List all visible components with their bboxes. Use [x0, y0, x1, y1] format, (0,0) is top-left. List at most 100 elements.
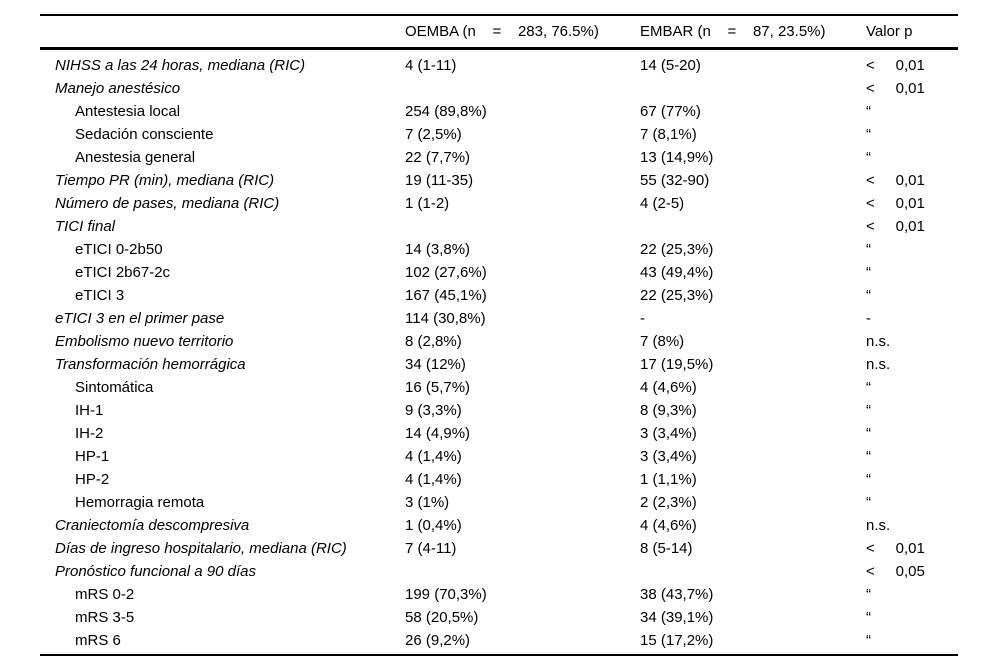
- oemba-value: 4 (1,4%): [405, 448, 462, 465]
- embar-value: 8 (5-14): [640, 540, 693, 557]
- oemba-value: [405, 215, 640, 238]
- table-row: Antestesia local 254 (89,8%) 67 (77%) “: [40, 100, 958, 123]
- table-row: Sintomática 16 (5,7%) 4 (4,6%) “: [40, 376, 958, 399]
- row-label: HP-1: [75, 448, 110, 465]
- row-label: eTICI 0-2b50: [75, 241, 163, 258]
- oemba-value: 167 (45,1%): [405, 287, 487, 304]
- embar-value: [640, 560, 866, 583]
- oemba-value: 1 (1-2): [405, 195, 450, 212]
- column-header-p: Valor p: [866, 23, 913, 40]
- row-label: eTICI 3: [75, 287, 125, 304]
- p-value: n.s.: [866, 333, 891, 350]
- table-row: IH-1 9 (3,3%) 8 (9,3%) “: [40, 399, 958, 422]
- p-value: “: [866, 103, 871, 120]
- table-row: HP-2 4 (1,4%) 1 (1,1%) “: [40, 468, 958, 491]
- column-header-embar: EMBAR (n = 87, 23.5%): [640, 23, 826, 40]
- p-value: “: [866, 425, 871, 442]
- table-row: Número de pases, mediana (RIC) 1 (1-2) 4…: [40, 192, 958, 215]
- table-header-rule: [40, 47, 958, 50]
- oemba-value: 22 (7,7%): [405, 149, 471, 166]
- oemba-value: 9 (3,3%): [405, 402, 462, 419]
- table-row: mRS 3-5 58 (20,5%) 34 (39,1%) “: [40, 606, 958, 629]
- embar-value: 4 (4,6%): [640, 379, 697, 396]
- table-row: Hemorragia remota 3 (1%) 2 (2,3%) “: [40, 491, 958, 514]
- p-value: n.s.: [866, 517, 891, 534]
- embar-value: 8 (9,3%): [640, 402, 697, 419]
- table-row: Embolismo nuevo territorio 8 (2,8%) 7 (8…: [40, 330, 958, 353]
- row-label: mRS 6: [75, 632, 121, 649]
- table-row: Pronóstico funcional a 90 días < 0,05: [40, 560, 958, 583]
- row-label: Días de ingreso hospitalario, mediana (R…: [55, 540, 347, 557]
- table-bottom-rule: [40, 654, 958, 656]
- p-value: “: [866, 264, 871, 281]
- table-header: OEMBA (n = 283, 76.5%) EMBAR (n = 87, 23…: [40, 16, 958, 47]
- table-row: eTICI 3 en el primer pase 114 (30,8%) - …: [40, 307, 958, 330]
- column-header-oemba: OEMBA (n = 283, 76.5%): [405, 23, 599, 40]
- p-value: “: [866, 586, 871, 603]
- row-label: NIHSS a las 24 horas, mediana (RIC): [55, 57, 306, 74]
- oemba-value: 19 (11-35): [405, 172, 474, 189]
- embar-value: 3 (3,4%): [640, 448, 697, 465]
- oemba-value: [405, 560, 640, 583]
- p-value: “: [866, 471, 871, 488]
- embar-value: 22 (25,3%): [640, 287, 714, 304]
- table-row: mRS 0-2 199 (70,3%) 38 (43,7%) “: [40, 583, 958, 606]
- embar-value: 14 (5-20): [640, 57, 701, 74]
- oemba-value: 114 (30,8%): [405, 310, 486, 327]
- embar-value: -: [640, 310, 645, 327]
- embar-value: 1 (1,1%): [640, 471, 697, 488]
- p-value: “: [866, 149, 871, 166]
- embar-value: 15 (17,2%): [640, 632, 714, 649]
- oemba-value: [405, 77, 640, 100]
- embar-value: 38 (43,7%): [640, 586, 714, 603]
- row-label: HP-2: [75, 471, 110, 488]
- embar-value: 7 (8%): [640, 333, 685, 350]
- oemba-value: 7 (2,5%): [405, 126, 462, 143]
- embar-value: 67 (77%): [640, 103, 701, 120]
- table-row: Tiempo PR (min), mediana (RIC) 19 (11-35…: [40, 169, 958, 192]
- table-row: eTICI 2b67-2c 102 (27,6%) 43 (49,4%) “: [40, 261, 958, 284]
- row-label: mRS 0-2: [75, 586, 135, 603]
- oemba-value: 16 (5,7%): [405, 379, 471, 396]
- p-value: < 0,01: [866, 218, 925, 235]
- row-label: Craniectomía descompresiva: [55, 517, 250, 534]
- oemba-value: 14 (3,8%): [405, 241, 471, 258]
- row-label: Hemorragia remota: [75, 494, 205, 511]
- row-label: Anestesia general: [75, 149, 196, 166]
- oemba-value: 102 (27,6%): [405, 264, 487, 281]
- oemba-value: 34 (12%): [405, 356, 466, 373]
- table-row: Sedación consciente 7 (2,5%) 7 (8,1%) “: [40, 123, 958, 146]
- oemba-value: 199 (70,3%): [405, 586, 487, 603]
- row-label: Embolismo nuevo territorio: [55, 333, 234, 350]
- table-row: Anestesia general 22 (7,7%) 13 (14,9%) “: [40, 146, 958, 169]
- p-value: < 0,01: [866, 195, 925, 212]
- table-row: eTICI 3 167 (45,1%) 22 (25,3%) “: [40, 284, 958, 307]
- embar-value: 3 (3,4%): [640, 425, 697, 442]
- p-value: “: [866, 379, 871, 396]
- oemba-value: 4 (1,4%): [405, 471, 462, 488]
- p-value: -: [866, 310, 871, 327]
- oemba-value: 8 (2,8%): [405, 333, 462, 350]
- oemba-value: 4 (1-11): [405, 57, 457, 74]
- embar-value: 7 (8,1%): [640, 126, 697, 143]
- row-label: Manejo anestésico: [55, 80, 181, 97]
- row-label: eTICI 3 en el primer pase: [55, 310, 225, 327]
- p-value: < 0,01: [866, 172, 925, 189]
- row-label: Tiempo PR (min), mediana (RIC): [55, 172, 275, 189]
- p-value: “: [866, 494, 871, 511]
- table-row: NIHSS a las 24 horas, mediana (RIC) 4 (1…: [40, 54, 958, 77]
- table-row: eTICI 0-2b50 14 (3,8%) 22 (25,3%) “: [40, 238, 958, 261]
- table-row: mRS 6 26 (9,2%) 15 (17,2%) “: [40, 629, 958, 652]
- row-label: eTICI 2b67-2c: [75, 264, 171, 281]
- embar-value: 22 (25,3%): [640, 241, 714, 258]
- embar-value: 43 (49,4%): [640, 264, 714, 281]
- embar-value: 4 (2-5): [640, 195, 685, 212]
- oemba-value: 26 (9,2%): [405, 632, 471, 649]
- oemba-value: 254 (89,8%): [405, 103, 487, 120]
- table-row: Transformación hemorrágica 34 (12%) 17 (…: [40, 353, 958, 376]
- table-top-rule: [40, 14, 958, 16]
- embar-value: 13 (14,9%): [640, 149, 714, 166]
- p-value: < 0,05: [866, 563, 925, 580]
- p-value: < 0,01: [866, 80, 925, 97]
- p-value: “: [866, 609, 871, 626]
